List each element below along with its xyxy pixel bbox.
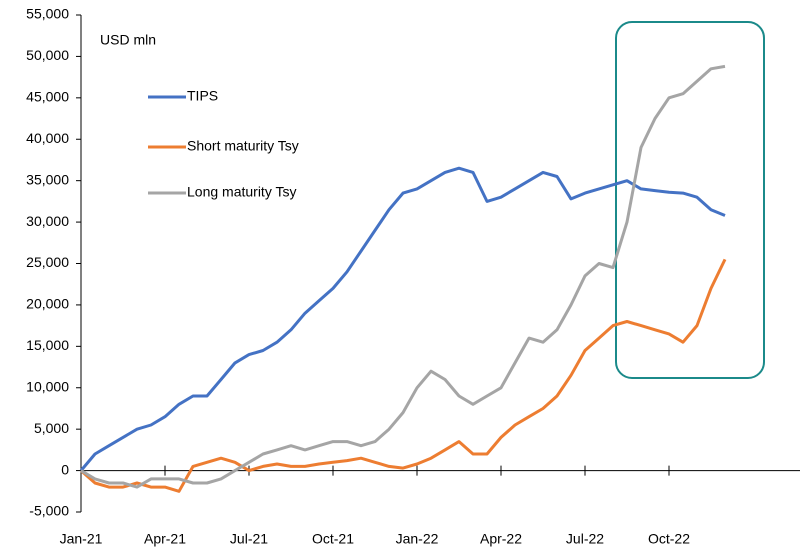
y-axis-label: USD mln (100, 32, 156, 48)
x-tick-label: Jul-21 (230, 531, 268, 547)
y-tick-label: 30,000 (26, 213, 69, 229)
y-tick-label: 25,000 (26, 254, 69, 270)
y-tick-label: 15,000 (26, 337, 69, 353)
y-tick-label: 20,000 (26, 296, 69, 312)
y-tick-label: 10,000 (26, 378, 69, 394)
legend-label: TIPS (187, 88, 218, 104)
y-tick-label: 35,000 (26, 171, 69, 187)
x-tick-label: Oct-22 (648, 531, 690, 547)
y-tick-label: 45,000 (26, 89, 69, 105)
y-tick-label: 40,000 (26, 130, 69, 146)
series-line (80, 64, 726, 489)
series-line (79, 166, 726, 472)
x-tick-label: Jan-21 (60, 531, 103, 547)
x-tick-label: Apr-22 (480, 531, 522, 547)
x-tick-label: Jul-22 (566, 531, 604, 547)
legend-label: Long maturity Tsy (187, 184, 296, 200)
y-tick-label: 0 (61, 461, 69, 477)
highlight-box (615, 21, 765, 379)
legend-label: Short maturity Tsy (187, 138, 299, 154)
y-tick-label: -5,000 (29, 503, 69, 519)
y-tick-label: 55,000 (26, 6, 69, 22)
x-tick-label: Oct-21 (312, 531, 354, 547)
y-tick-label: 5,000 (34, 420, 69, 436)
series-line (80, 258, 727, 493)
y-tick-label: 50,000 (26, 47, 69, 63)
x-tick-label: Apr-21 (144, 531, 186, 547)
x-tick-label: Jan-22 (396, 531, 439, 547)
